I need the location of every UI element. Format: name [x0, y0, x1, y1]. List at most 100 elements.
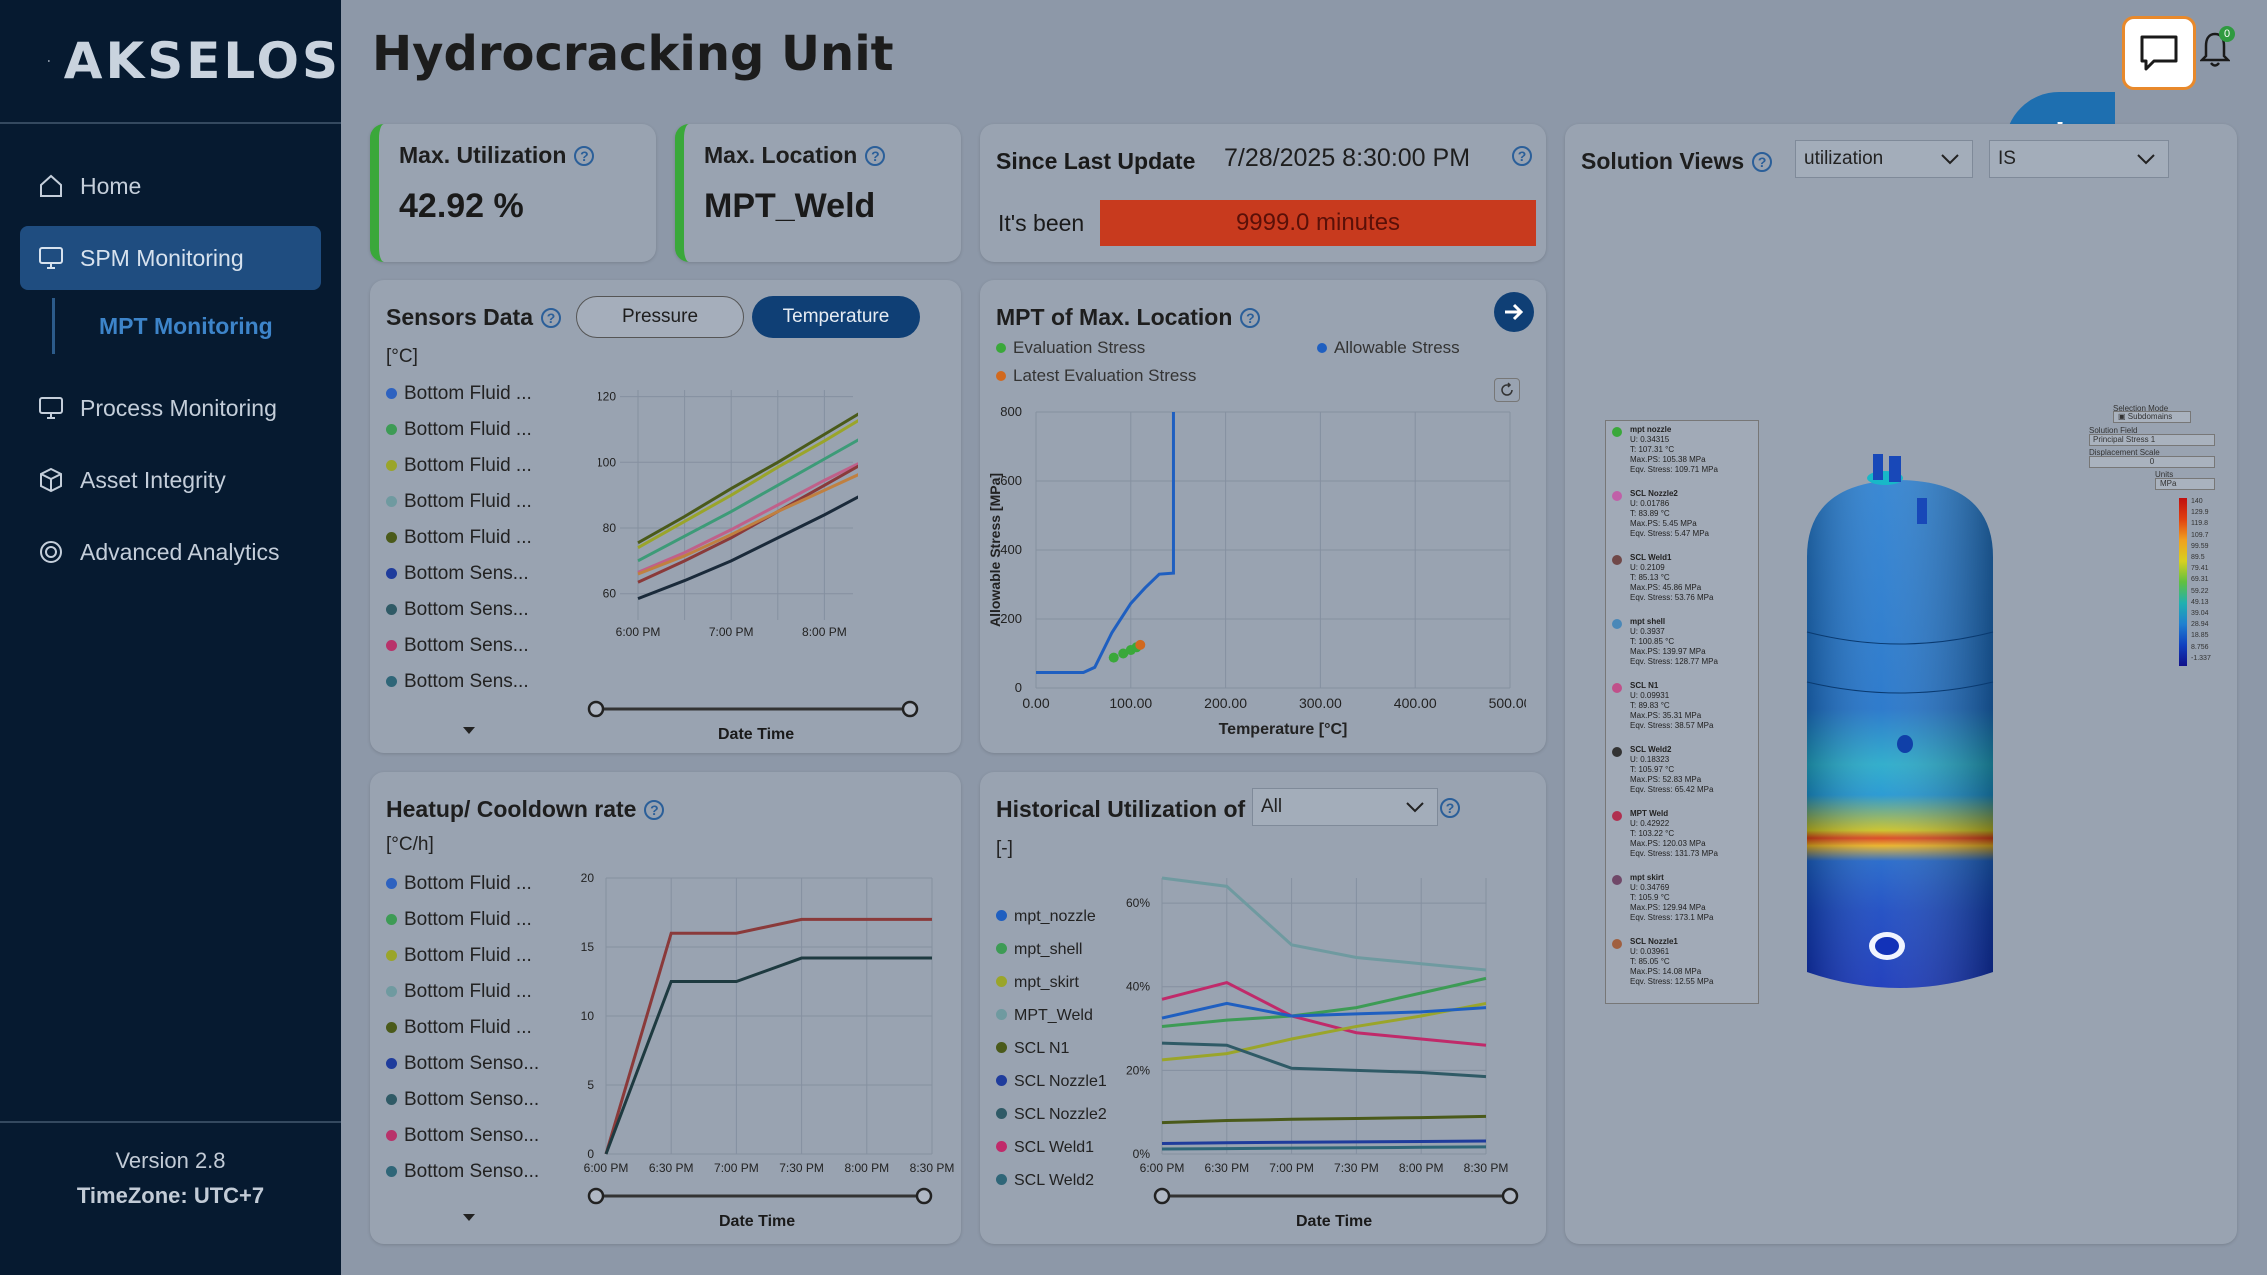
- sensors-legend-item[interactable]: Bottom Fluid ...: [386, 412, 532, 448]
- sensors-legend-item[interactable]: Bottom Sens...: [386, 628, 532, 664]
- sensors-legend-item[interactable]: Bottom Fluid ...: [386, 520, 532, 556]
- heatup-legend-item[interactable]: Bottom Fluid ...: [386, 938, 539, 974]
- notifications-button[interactable]: 0: [2198, 26, 2236, 72]
- sensors-data-card: Sensors Data? Pressure Temperature [°C] …: [370, 280, 961, 753]
- hist-filter-select[interactable]: All: [1252, 788, 1438, 826]
- legend-dot: [996, 943, 1007, 954]
- hist-legend-item[interactable]: mpt_shell: [996, 933, 1107, 966]
- heatup-legend-item[interactable]: Bottom Fluid ...: [386, 1010, 539, 1046]
- monitoring-point[interactable]: SCL N1 U: 0.09931 T: 89.83 °C Max.PS: 35.31…: [1612, 681, 1752, 731]
- x-tick-label: 400.00: [1394, 695, 1437, 711]
- brand-logo[interactable]: AKSELOS: [0, 0, 341, 124]
- help-icon[interactable]: ?: [541, 307, 562, 328]
- point-t: T: 89.83 °C: [1630, 701, 1670, 710]
- displacement-value: 0: [2149, 457, 2155, 466]
- sidebar: AKSELOS Home SPM Monitoring MPT Monitori…: [0, 0, 341, 1275]
- point-eq: Eqv. Stress: 5.47 MPa: [1630, 529, 1709, 538]
- pressure-toggle[interactable]: Pressure: [576, 296, 744, 338]
- elapsed-bar: 9999.0 minutes: [1100, 200, 1536, 246]
- monitoring-point[interactable]: SCL Nozzle2 U: 0.01786 T: 83.89 °C Max.PS: …: [1612, 489, 1752, 539]
- slider-handle-left[interactable]: [587, 1187, 605, 1205]
- heatup-legend-item[interactable]: Bottom Fluid ...: [386, 902, 539, 938]
- help-icon[interactable]: ?: [865, 145, 886, 166]
- hist-legend-item[interactable]: SCL Weld2: [996, 1164, 1107, 1197]
- legend-dot: [996, 1075, 1007, 1086]
- slider-handle-right[interactable]: [915, 1187, 933, 1205]
- sensors-legend-item[interactable]: Bottom Sens...: [386, 556, 532, 592]
- hist-range-slider[interactable]: [1152, 1186, 1522, 1206]
- help-icon[interactable]: ?: [1240, 307, 1261, 328]
- hist-legend-item[interactable]: SCL Nozzle2: [996, 1098, 1107, 1131]
- monitoring-point[interactable]: SCL Weld2 U: 0.18323 T: 105.97 °C Max.PS: 5…: [1612, 745, 1752, 795]
- hist-legend-item[interactable]: mpt_skirt: [996, 966, 1107, 999]
- point-dot: [1612, 747, 1622, 757]
- nav-home[interactable]: Home: [20, 154, 321, 218]
- x-tick-label: 7:30 PM: [779, 1161, 824, 1175]
- heatup-legend-item[interactable]: Bottom Senso...: [386, 1046, 539, 1082]
- monitoring-point[interactable]: SCL Nozzle1 U: 0.03961 T: 85.05 °C Max.PS: …: [1612, 937, 1752, 987]
- help-icon[interactable]: ?: [1752, 151, 1773, 172]
- temperature-toggle[interactable]: Temperature: [752, 296, 920, 338]
- monitoring-point[interactable]: mpt skirt U: 0.34769 T: 105.9 °C Max.PS: 12…: [1612, 873, 1752, 923]
- hist-legend-item[interactable]: SCL Weld1: [996, 1131, 1107, 1164]
- solution-view-select[interactable]: IS: [1989, 140, 2169, 178]
- selection-mode-select[interactable]: ▣ Subdomains: [2113, 411, 2191, 423]
- slider-handle-left[interactable]: [1153, 1187, 1171, 1205]
- sensors-legend-item[interactable]: Bottom Sens...: [386, 592, 532, 628]
- nav-process-monitoring[interactable]: Process Monitoring: [20, 376, 321, 440]
- slider-handle-right[interactable]: [901, 700, 919, 718]
- chat-button[interactable]: [2122, 16, 2196, 90]
- help-icon[interactable]: ?: [644, 799, 665, 820]
- colorbar-tick: -1.337: [2191, 654, 2211, 662]
- help-icon[interactable]: ?: [574, 145, 595, 166]
- mpt-max-location-card: MPT of Max. Location? Evaluation Stress …: [980, 280, 1546, 753]
- hist-legend-item[interactable]: MPT_Weld: [996, 999, 1107, 1032]
- navigate-button[interactable]: [1494, 292, 1534, 332]
- slider-handle-right[interactable]: [1501, 1187, 1519, 1205]
- series-line-dark: [637, 495, 858, 601]
- heatup-legend-item[interactable]: Bottom Senso...: [386, 1154, 539, 1190]
- heatup-legend-item[interactable]: Bottom Fluid ...: [386, 866, 539, 902]
- hist-legend-item[interactable]: mpt_nozzle: [996, 900, 1107, 933]
- mpt-legend: Evaluation Stress Allowable Stress Lates…: [996, 334, 1516, 390]
- help-icon[interactable]: ?: [1440, 798, 1460, 818]
- sensors-legend-item[interactable]: Bottom Fluid ...: [386, 376, 532, 412]
- hist-legend-item[interactable]: SCL Nozzle1: [996, 1065, 1107, 1098]
- solution-field-dropdown[interactable]: Principal Stress 1: [2089, 434, 2215, 446]
- solution-field-select[interactable]: utilization: [1795, 140, 1973, 178]
- legend-dot: [386, 640, 397, 651]
- reset-zoom-button[interactable]: [1494, 378, 1520, 402]
- legend-latest-label: Latest Evaluation Stress: [1013, 366, 1197, 385]
- legend-label: SCL Nozzle2: [1014, 1106, 1107, 1123]
- colorbar-tick: 59.22: [2191, 587, 2209, 595]
- nav-advanced-analytics[interactable]: Advanced Analytics: [20, 520, 321, 584]
- heatup-legend-item[interactable]: Bottom Senso...: [386, 1118, 539, 1154]
- nav-spm-monitoring[interactable]: SPM Monitoring: [20, 226, 321, 290]
- sensors-range-slider[interactable]: [582, 699, 922, 719]
- vessel-3d-model[interactable]: [1785, 442, 2015, 1002]
- sensors-legend-item[interactable]: Bottom Sens...: [386, 664, 532, 700]
- heatup-range-slider[interactable]: [586, 1186, 936, 1206]
- hist-legend-item[interactable]: SCL N1: [996, 1032, 1107, 1065]
- monitoring-point[interactable]: mpt nozzle U: 0.34315 T: 107.31 °C Max.PS: …: [1612, 425, 1752, 475]
- sensors-legend-item[interactable]: Bottom Fluid ...: [386, 448, 532, 484]
- help-icon[interactable]: ?: [1512, 146, 1532, 166]
- displacement-input[interactable]: 0: [2089, 456, 2215, 468]
- y-tick-label: 15: [581, 940, 595, 954]
- slider-handle-left[interactable]: [587, 700, 605, 718]
- monitoring-point[interactable]: mpt shell U: 0.3937 T: 100.85 °C Max.PS: 13…: [1612, 617, 1752, 667]
- heatup-legend-item[interactable]: Bottom Senso...: [386, 1082, 539, 1118]
- legend-dot: [386, 1130, 397, 1141]
- scroll-down-icon[interactable]: [462, 726, 476, 736]
- units-select[interactable]: MPa: [2155, 478, 2215, 490]
- monitoring-point[interactable]: MPT Weld U: 0.42922 T: 103.22 °C Max.PS: 12…: [1612, 809, 1752, 859]
- sensors-legend-item[interactable]: Bottom Fluid ...: [386, 484, 532, 520]
- colorbar-tick: 129.9: [2191, 509, 2209, 517]
- hist-unit: [-]: [996, 838, 1013, 859]
- monitoring-point[interactable]: SCL Weld1 U: 0.2109 T: 85.13 °C Max.PS: 45.…: [1612, 553, 1752, 603]
- scroll-down-icon[interactable]: [462, 1213, 476, 1223]
- nav-mpt-monitoring[interactable]: MPT Monitoring: [52, 298, 341, 354]
- heatup-legend-item[interactable]: Bottom Fluid ...: [386, 974, 539, 1010]
- its-been-label: It's been: [998, 210, 1085, 236]
- nav-asset-integrity[interactable]: Asset Integrity: [20, 448, 321, 512]
